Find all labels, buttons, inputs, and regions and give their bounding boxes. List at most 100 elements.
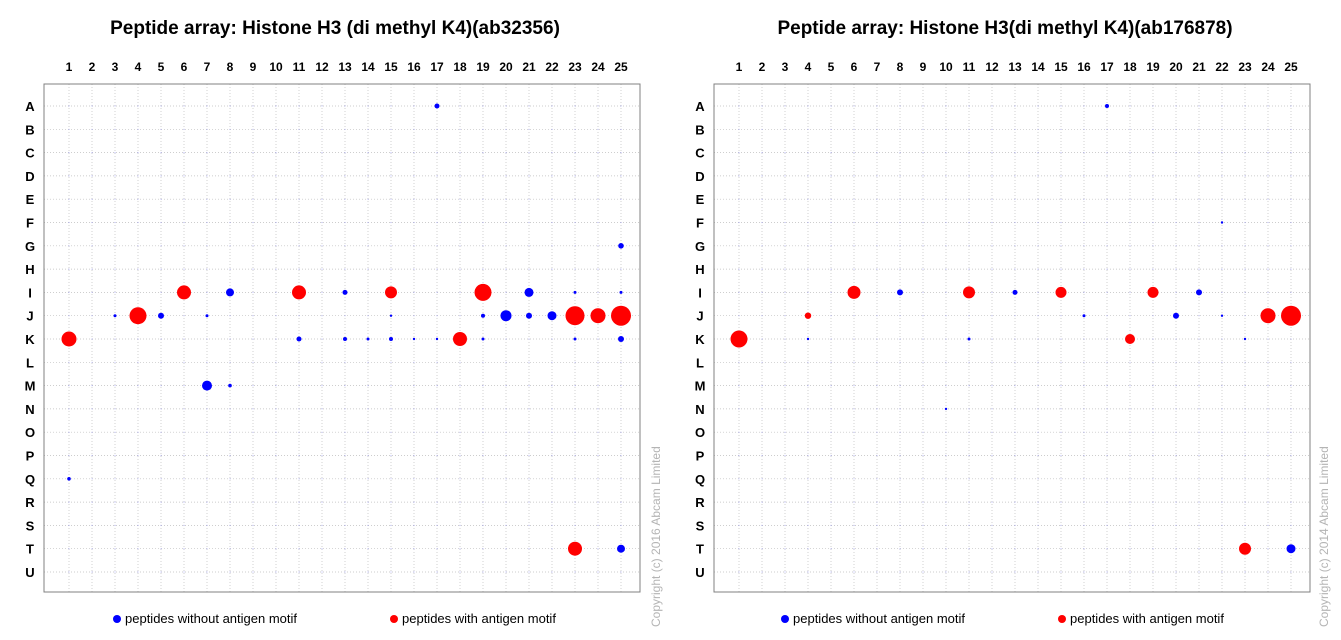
background-spot bbox=[1152, 245, 1154, 247]
background-spot bbox=[91, 315, 93, 317]
background-spot bbox=[551, 478, 553, 480]
background-spot bbox=[1244, 152, 1246, 154]
background-spot bbox=[991, 175, 993, 177]
background-spot bbox=[899, 175, 901, 177]
background-spot bbox=[137, 268, 139, 270]
background-spot bbox=[1083, 338, 1085, 340]
background-spot bbox=[298, 361, 300, 363]
background-spot bbox=[597, 501, 599, 503]
background-spot bbox=[1221, 128, 1223, 130]
background-spot bbox=[551, 571, 553, 573]
background-spot bbox=[91, 105, 93, 107]
background-spot bbox=[298, 198, 300, 200]
background-spot bbox=[459, 571, 461, 573]
background-spot bbox=[459, 431, 461, 433]
y-tick-label: C bbox=[695, 146, 705, 161]
background-spot bbox=[1106, 548, 1108, 550]
background-spot bbox=[761, 291, 763, 293]
y-tick-label: K bbox=[25, 332, 35, 347]
background-spot bbox=[1244, 291, 1246, 293]
background-spot bbox=[321, 524, 323, 527]
background-spot bbox=[482, 524, 484, 527]
x-tick-label: 21 bbox=[1192, 60, 1206, 74]
background-spot bbox=[597, 105, 599, 107]
background-spot bbox=[1267, 291, 1269, 293]
background-spot bbox=[436, 268, 438, 270]
background-spot bbox=[344, 548, 346, 550]
background-spot bbox=[1152, 152, 1154, 154]
background-spot bbox=[1083, 198, 1085, 200]
background-spot bbox=[807, 524, 809, 527]
y-tick-label: H bbox=[25, 262, 34, 277]
background-spot bbox=[183, 361, 185, 363]
data-point bbox=[730, 330, 748, 348]
background-spot bbox=[1244, 524, 1246, 527]
background-spot bbox=[761, 152, 763, 154]
background-spot bbox=[137, 152, 139, 154]
background-spot bbox=[1083, 454, 1085, 457]
background-spot bbox=[1175, 128, 1177, 130]
background-spot bbox=[1083, 548, 1085, 550]
background-spot bbox=[1244, 501, 1246, 503]
background-spot bbox=[807, 431, 809, 433]
background-spot bbox=[252, 152, 254, 154]
background-spot bbox=[620, 501, 622, 503]
background-spot bbox=[275, 152, 277, 154]
background-spot bbox=[784, 361, 786, 363]
data-point bbox=[619, 290, 623, 294]
background-spot bbox=[738, 128, 740, 130]
background-spot bbox=[1244, 408, 1246, 410]
background-spot bbox=[137, 245, 139, 247]
y-tick-label: T bbox=[696, 542, 704, 557]
background-spot bbox=[830, 524, 832, 527]
background-spot bbox=[528, 338, 530, 340]
background-spot bbox=[968, 524, 970, 527]
background-spot bbox=[620, 152, 622, 154]
plot-frame bbox=[713, 83, 1311, 593]
background-spot bbox=[968, 268, 970, 270]
background-spot bbox=[160, 571, 162, 573]
background-spot bbox=[1175, 548, 1177, 550]
background-spot bbox=[367, 152, 369, 154]
background-spot bbox=[68, 524, 70, 527]
background-spot bbox=[761, 175, 763, 177]
background-spot bbox=[853, 175, 855, 177]
x-tick-label: 22 bbox=[1215, 60, 1229, 74]
background-spot bbox=[991, 501, 993, 503]
background-spot bbox=[807, 245, 809, 247]
background-spot bbox=[830, 315, 832, 317]
data-point bbox=[568, 541, 582, 556]
background-spot bbox=[991, 105, 993, 107]
background-spot bbox=[68, 152, 70, 154]
background-spot bbox=[367, 128, 369, 130]
background-spot bbox=[1014, 408, 1016, 410]
background-spot bbox=[1244, 361, 1246, 363]
background-spot bbox=[876, 291, 878, 293]
background-spot bbox=[436, 291, 438, 293]
background-spot bbox=[945, 105, 947, 107]
background-spot bbox=[1290, 524, 1292, 527]
background-spot bbox=[853, 152, 855, 154]
background-spot bbox=[183, 268, 185, 270]
background-spot bbox=[229, 128, 231, 130]
background-spot bbox=[528, 268, 530, 270]
x-tick-label: 16 bbox=[407, 60, 421, 74]
background-spot bbox=[922, 221, 924, 224]
background-spot bbox=[482, 431, 484, 433]
background-spot bbox=[137, 175, 139, 177]
background-spot bbox=[784, 198, 786, 200]
background-spot bbox=[945, 431, 947, 433]
background-spot bbox=[436, 198, 438, 200]
background-spot bbox=[206, 105, 208, 107]
y-tick-label: H bbox=[695, 262, 704, 277]
background-spot bbox=[1152, 548, 1154, 550]
background-spot bbox=[114, 454, 116, 457]
legend-item-without: peptides without antigen motif bbox=[113, 610, 297, 626]
background-spot bbox=[574, 501, 576, 503]
background-spot bbox=[91, 338, 93, 340]
y-tick-label: L bbox=[696, 355, 704, 370]
data-point bbox=[1281, 305, 1301, 326]
background-spot bbox=[252, 338, 254, 340]
background-spot bbox=[505, 198, 507, 200]
background-spot bbox=[1175, 221, 1177, 224]
